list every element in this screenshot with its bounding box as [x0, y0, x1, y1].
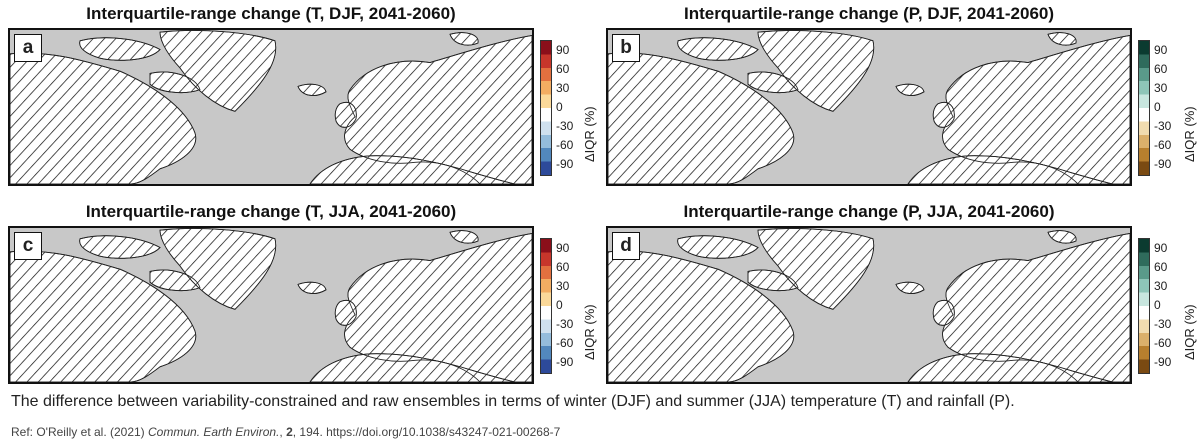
map-frame: a [8, 28, 534, 186]
colorbar-unit-label: ΔIQR (%) [1182, 106, 1197, 162]
colorbar-tick-label: -90 [1154, 355, 1172, 370]
panel-b: Interquartile-range change (P, DJF, 2041… [606, 4, 1197, 186]
colorbar-tick-label: -60 [556, 138, 574, 153]
colorbar-tick-label: -60 [1154, 138, 1172, 153]
panel-title: Interquartile-range change (P, DJF, 2041… [683, 4, 1055, 23]
map-canvas [608, 30, 1130, 184]
panel-letter: c [14, 232, 42, 260]
colorbar-unit-label: ΔIQR (%) [1182, 304, 1197, 360]
figure-caption: The difference between variability-const… [11, 393, 1015, 410]
colorbar-tick-label: 90 [1154, 42, 1168, 57]
colorbar-tick-label: 60 [1154, 259, 1168, 274]
ref-rest: , 194. https://doi.org/10.1038/s43247-02… [292, 425, 561, 439]
colorbar-tick-label: -30 [556, 119, 574, 134]
colorbar-tick-label: -60 [556, 336, 574, 351]
colorbar-tick-label: 30 [1154, 80, 1168, 95]
map-frame: b [606, 28, 1132, 186]
colorbar-tick-label: 0 [1154, 298, 1161, 312]
colorbar-tick-label: -60 [1154, 336, 1172, 351]
colorbar-tick-label: -90 [556, 157, 574, 172]
colorbar-tick-label: 90 [556, 42, 570, 57]
colorbar-ticks: 90 60 30 0 -30 -60 -90 [556, 238, 586, 372]
colorbar-tick-label: -30 [556, 317, 574, 332]
panel-d: Interquartile-range change (P, JJA, 2041… [606, 202, 1197, 384]
colorbar-unit-label: ΔIQR (%) [582, 304, 597, 360]
colorbar-tick-label: 30 [1154, 278, 1168, 293]
colorbar-tick-label: 60 [1154, 61, 1168, 76]
panel-a: Interquartile-range change (T, DJF, 2041… [8, 4, 597, 186]
colorbar-unit-label: ΔIQR (%) [582, 106, 597, 162]
panel-letter: b [612, 34, 640, 62]
colorbar-tick-label: 90 [1154, 240, 1168, 255]
colorbar [540, 238, 552, 374]
colorbar-tick-label: 30 [556, 278, 570, 293]
panel-letter: a [14, 34, 42, 62]
colorbar-tick-label: 0 [1154, 100, 1161, 114]
panel-title: Interquartile-range change (T, JJA, 2041… [85, 202, 457, 221]
colorbar-tick-label: 90 [556, 240, 570, 255]
map-frame: d [606, 226, 1132, 384]
colorbar-tick-label: 60 [556, 259, 570, 274]
map-frame: c [8, 226, 534, 384]
colorbar-tick-label: -90 [1154, 157, 1172, 172]
colorbar-tick-label: 60 [556, 61, 570, 76]
colorbar-tick-label: -90 [556, 355, 574, 370]
colorbar-tick-label: -30 [1154, 119, 1172, 134]
colorbar-tick-label: 0 [556, 100, 563, 114]
colorbar-tick-label: 0 [556, 298, 563, 312]
colorbar-tick-label: -30 [1154, 317, 1172, 332]
ref-journal: Commun. Earth Environ. [148, 425, 280, 439]
colorbar [1138, 238, 1150, 374]
ref-prefix: Ref: O'Reilly et al. (2021) [11, 425, 149, 439]
panel-letter: d [612, 232, 640, 260]
colorbar [1138, 40, 1150, 176]
reference: Ref: O'Reilly et al. (2021) Commun. Eart… [11, 425, 560, 439]
colorbar [540, 40, 552, 176]
panel-title: Interquartile-range change (T, DJF, 2041… [86, 4, 456, 23]
colorbar-ticks: 90 60 30 0 -30 -60 -90 [1154, 40, 1184, 174]
ref-sep: , [279, 425, 287, 439]
map-canvas [10, 228, 532, 382]
map-canvas [10, 30, 532, 184]
colorbar-ticks: 90 60 30 0 -30 -60 -90 [556, 40, 586, 174]
ref-volume: 2 [286, 425, 293, 439]
colorbar-tick-label: 30 [556, 80, 570, 95]
panel-title: Interquartile-range change (P, JJA, 2041… [683, 202, 1055, 221]
map-canvas [608, 228, 1130, 382]
colorbar-ticks: 90 60 30 0 -30 -60 -90 [1154, 238, 1184, 372]
panel-c: Interquartile-range change (T, JJA, 2041… [8, 202, 597, 384]
